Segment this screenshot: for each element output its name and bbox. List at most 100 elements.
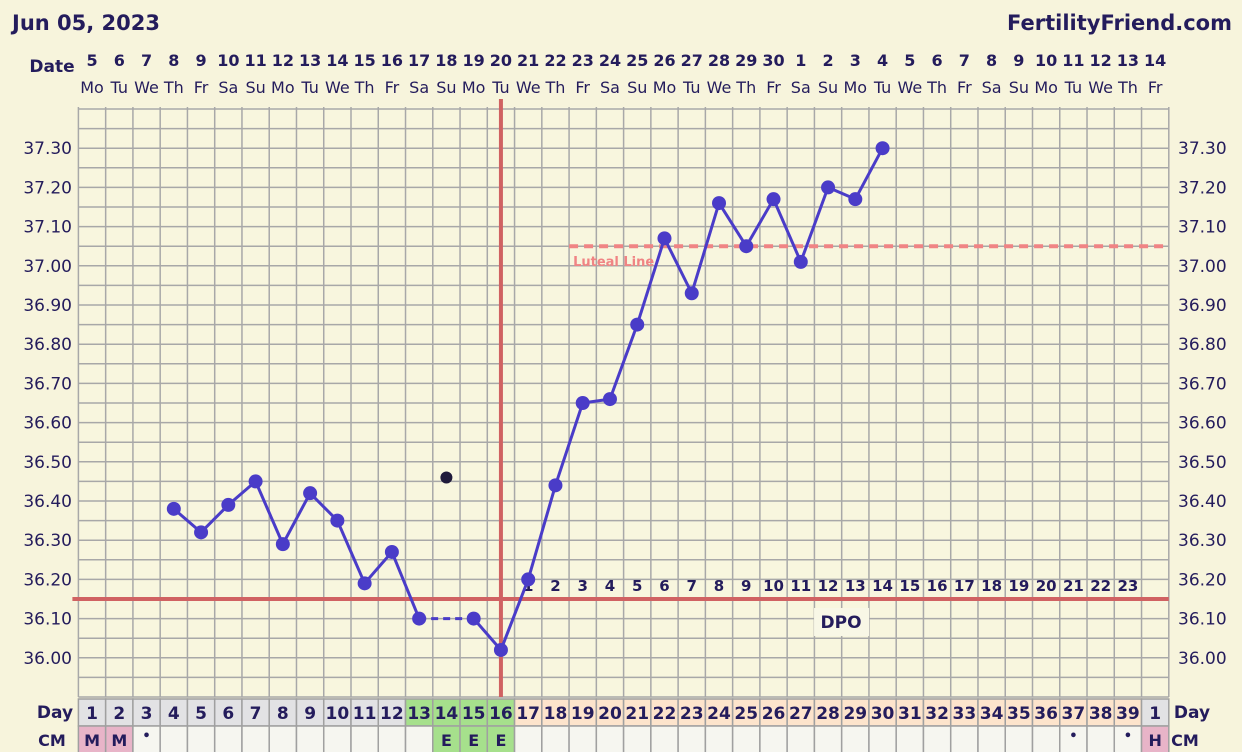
dpo-badge-bg [814, 608, 870, 636]
weekday-tick-label: Tu [491, 78, 509, 97]
temperature-point [548, 478, 563, 493]
cm-cell [1086, 725, 1116, 752]
date-tick-label: 4 [877, 51, 888, 70]
weekday-tick-label: We [707, 78, 732, 97]
site-logo-text[interactable]: FertilityFriend.com [1007, 11, 1232, 35]
cm-row-label-right: CM [1171, 731, 1199, 750]
luteal-line-label: Luteal Line [573, 255, 654, 270]
chart-date-title: Jun 05, 2023 [12, 11, 160, 35]
cm-cell [922, 725, 952, 752]
cycle-day-label: 14 [435, 704, 459, 724]
cm-cell [568, 725, 598, 752]
weekday-tick-label: Su [436, 78, 456, 97]
y-tick-label-left: 36.30 [23, 531, 72, 551]
dpo-label: 15 [899, 577, 920, 595]
cycle-day-label: 13 [407, 704, 431, 724]
weekday-tick-label: Sa [409, 78, 429, 97]
y-tick-label-left: 36.80 [23, 335, 72, 355]
temperature-point [166, 501, 181, 516]
cm-cell [268, 725, 298, 752]
temperature-segment [772, 198, 803, 263]
cycle-day-cell [1140, 698, 1170, 727]
cycle-day-label: 19 [571, 704, 595, 724]
cm-cell [759, 725, 788, 752]
cycle-day-label: 22 [653, 704, 677, 724]
temperature-point [848, 192, 863, 207]
temperature-point [384, 544, 399, 559]
date-tick-label: 7 [959, 51, 970, 70]
y-tick-label-right: 37.00 [1178, 257, 1227, 277]
temperature-segment [635, 237, 666, 326]
y-tick-label-right: 36.90 [1178, 296, 1227, 316]
date-tick-label: 11 [1062, 51, 1084, 70]
y-tick-label-left: 36.90 [23, 296, 72, 316]
weekday-tick-label: Su [1009, 78, 1029, 97]
y-tick-label-right: 37.20 [1178, 178, 1227, 198]
weekday-tick-label: Th [735, 78, 756, 97]
temperature-point [357, 576, 372, 591]
date-tick-label: 9 [195, 51, 206, 70]
cm-cell [786, 725, 816, 752]
cycle-day-cell [1113, 698, 1143, 727]
temperature-point [248, 474, 263, 489]
date-tick-label: 8 [986, 51, 997, 70]
cycle-day-label: 38 [1089, 704, 1113, 724]
weekday-tick-label: Sa [600, 78, 620, 97]
y-tick-label-left: 36.40 [23, 492, 72, 512]
temperature-segment [281, 492, 312, 545]
date-tick-label: 5 [904, 51, 915, 70]
date-tick-label: 26 [653, 51, 675, 70]
temperature-segment [744, 198, 775, 247]
cm-cell [868, 725, 897, 752]
cycle-day-label: 25 [734, 704, 758, 724]
temperature-point [221, 497, 236, 512]
date-tick-label: 8 [168, 51, 179, 70]
cycle-day-label: 28 [816, 704, 840, 724]
temperature-point [493, 642, 508, 657]
cycle-day-label: 6 [222, 704, 234, 724]
date-tick-label: 5 [86, 51, 97, 70]
cycle-day-label: 35 [1007, 704, 1031, 724]
temperature-segment [717, 202, 748, 248]
cycle-day-label: 21 [625, 704, 649, 724]
temperature-point [412, 611, 427, 626]
cycle-day-label: 2 [113, 704, 125, 724]
cycle-day-label: 3 [141, 704, 153, 724]
cycle-day-label: 29 [843, 704, 867, 724]
weekday-tick-label: Tu [873, 78, 891, 97]
temperature-point [657, 231, 672, 246]
date-tick-label: 20 [490, 51, 512, 70]
cm-cell [650, 725, 679, 752]
y-tick-label-left: 36.10 [23, 610, 72, 630]
weekday-tick-label: Sa [218, 78, 238, 97]
cycle-day-cell [568, 698, 598, 727]
temperature-point [194, 525, 209, 540]
weekday-tick-label: Th [926, 78, 947, 97]
dpo-label: 21 [1063, 577, 1084, 595]
weekday-tick-label: Fr [1148, 78, 1163, 97]
cm-cell [432, 725, 461, 752]
weekday-tick-label: We [1088, 78, 1113, 97]
cycle-day-cell [595, 698, 625, 727]
cm-cell [132, 725, 161, 752]
cm-cell [622, 725, 652, 752]
date-tick-label: 9 [1013, 51, 1024, 70]
cm-cell [895, 725, 925, 752]
dpo-label: 5 [632, 577, 642, 595]
cm-value: M [111, 731, 127, 750]
cm-value: E [468, 731, 479, 750]
temperature-point [875, 141, 890, 156]
cycle-day-label: 26 [762, 704, 786, 724]
cycle-day-label: 32 [925, 704, 949, 724]
cm-cell [731, 725, 761, 752]
y-tick-label-left: 37.00 [23, 257, 72, 277]
temperature-point [575, 396, 590, 410]
date-tick-label: 30 [762, 51, 784, 70]
weekday-tick-label: Th [1117, 78, 1138, 97]
date-tick-label: 7 [141, 51, 152, 70]
cm-cell [104, 725, 134, 752]
cm-cell [1031, 725, 1061, 752]
cycle-day-label: 1 [1149, 704, 1161, 724]
date-tick-label: 17 [408, 51, 430, 70]
